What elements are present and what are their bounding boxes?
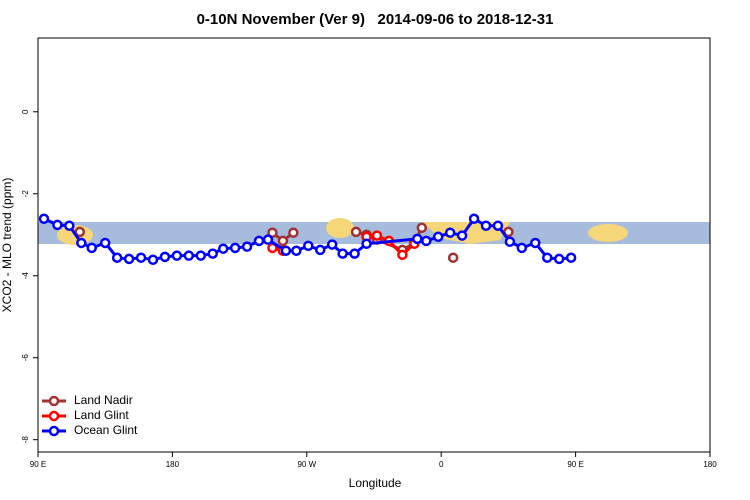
point: [195, 250, 207, 261]
point: [350, 226, 362, 238]
x-tick-label: 0: [439, 460, 444, 469]
point: [303, 240, 314, 252]
point: [74, 226, 86, 238]
point: [541, 252, 553, 263]
point: [207, 248, 218, 259]
point: [468, 213, 480, 225]
legend-label: Ocean Glint: [74, 423, 138, 437]
point: [253, 235, 265, 247]
point: [456, 230, 468, 241]
chart-title: 0-10N November (Ver 9) 2014-09-06 to 201…: [197, 11, 554, 28]
point: [516, 242, 528, 254]
point: [183, 250, 195, 261]
point: [447, 252, 459, 263]
point: [159, 251, 171, 263]
x-tick-label: 180: [703, 460, 717, 469]
x-axis-label: Longitude: [349, 476, 402, 490]
point: [277, 235, 289, 247]
x-tick-label: 90 E: [567, 460, 583, 469]
point: [229, 242, 241, 254]
point: [421, 235, 432, 247]
x-tick-label: 90 E: [30, 460, 46, 469]
point: [147, 254, 159, 266]
point: [76, 237, 87, 249]
y-tick-label: -4: [21, 272, 30, 280]
point: [86, 242, 98, 254]
point: [553, 253, 565, 265]
point: [217, 243, 229, 254]
point: [241, 241, 253, 252]
point: [64, 220, 75, 231]
y-tick-label: -8: [21, 436, 30, 444]
legend-label: Land Glint: [74, 408, 129, 422]
point: [99, 237, 111, 249]
plot-frame: [37, 37, 711, 453]
point: [291, 245, 302, 256]
point: [480, 220, 492, 231]
point: [123, 253, 135, 265]
x-tick-label: 180: [166, 460, 180, 469]
legend-marker: [48, 410, 60, 422]
point: [288, 227, 299, 238]
point: [337, 248, 348, 259]
y-tick-label: -2: [21, 190, 30, 198]
x-tick-label: 90 W: [297, 460, 316, 469]
point: [314, 244, 326, 256]
point: [416, 222, 428, 234]
point: [432, 231, 444, 243]
point: [135, 252, 147, 263]
y-tick-label: 0: [21, 109, 30, 114]
point: [504, 236, 516, 247]
point: [565, 252, 577, 263]
legend-label: Land Nadir: [74, 393, 133, 407]
point: [52, 219, 63, 231]
point: [412, 233, 423, 245]
point: [267, 227, 278, 238]
point: [171, 250, 183, 261]
point: [111, 252, 123, 263]
point: [371, 230, 383, 241]
legend-marker: [48, 425, 60, 437]
point: [444, 227, 456, 238]
point: [530, 237, 541, 249]
point: [38, 213, 50, 225]
point: [361, 238, 372, 250]
point: [397, 249, 408, 261]
legend-marker: [48, 395, 60, 407]
y-tick-label: -6: [21, 354, 30, 362]
point: [262, 234, 274, 245]
y-axis-label: XCO2 - MLO trend (ppm): [0, 178, 14, 313]
point: [280, 245, 292, 256]
point: [492, 220, 504, 231]
point: [326, 239, 338, 250]
point: [349, 248, 360, 259]
